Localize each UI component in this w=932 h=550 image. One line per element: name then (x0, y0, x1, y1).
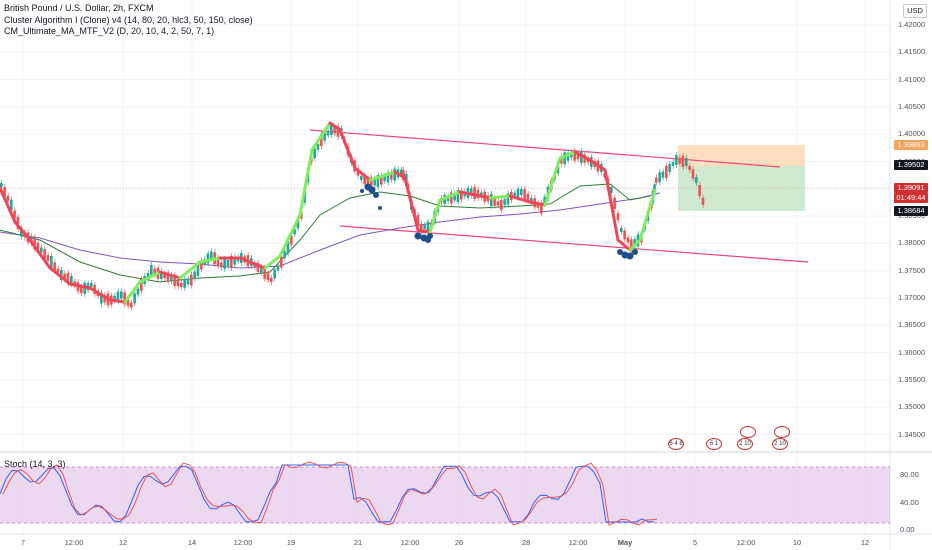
event-icon[interactable]: 2 10 (737, 438, 753, 450)
ma-green-line (0, 183, 651, 283)
stoch-k-line (0, 464, 654, 523)
time-label: 14 (187, 538, 197, 547)
channel-upper-line[interactable] (309, 129, 781, 168)
time-label: 12 (860, 538, 870, 547)
time-label: 19 (286, 538, 296, 547)
entry-price-tag: 1.39502 (894, 160, 928, 170)
time-label: 28 (521, 538, 531, 547)
time-label: 12:00 (64, 538, 84, 547)
indicator-cluster-label[interactable]: Cluster Algorithm I (Clone) v4 (14, 80, … (4, 15, 253, 25)
indicator-ma-label[interactable]: CM_Ultimate_MA_MTF_V2 (D, 20, 10, 4, 2, … (4, 26, 215, 36)
time-label: 26 (454, 538, 464, 547)
time-label: 21 (353, 538, 363, 547)
time-label: 5 (692, 538, 698, 547)
stoch-label-40: 40.00 (900, 498, 919, 507)
price-axis-label: 1.37500 (898, 265, 926, 275)
price-axis-label: 1.36500 (898, 320, 926, 330)
time-label: 12:00 (568, 538, 588, 547)
price-axis-label: 1.41000 (898, 74, 926, 84)
stoch-label-0: 0.00 (900, 525, 915, 534)
event-flag-icon[interactable] (740, 426, 756, 438)
price-axis-label: 1.38000 (898, 238, 926, 248)
price-axis-label: 1.36000 (898, 347, 926, 357)
stoch-label-80: 80.00 (900, 470, 919, 479)
time-label: 12 (118, 538, 128, 547)
price-axis-label: 1.34500 (898, 429, 926, 439)
signal-line-colored (0, 121, 657, 304)
price-axis-label: 1.40000 (898, 129, 926, 139)
time-label: 7 (20, 538, 26, 547)
stoch-band (0, 467, 890, 523)
stoch-legend[interactable]: Stoch (14, 3, 3) (4, 459, 66, 469)
channel-lower-line[interactable] (339, 225, 809, 263)
price-axis-label: 1.42000 (898, 20, 926, 29)
time-label: 12:00 (400, 538, 420, 547)
long-target-zone[interactable] (678, 145, 805, 166)
time-label: 12:00 (736, 538, 756, 547)
price-axis-label: 1.40500 (898, 101, 926, 111)
event-icon[interactable]: 2 10 (772, 438, 788, 450)
event-icon[interactable]: 6 4 8 (668, 438, 684, 450)
chart-grid (0, 0, 890, 534)
currency-button[interactable]: USD (903, 4, 927, 18)
stop-price-tag: 1.38684 (894, 206, 928, 216)
price-axis-label: 1.41500 (898, 47, 926, 57)
ma-purple-line (0, 192, 661, 269)
time-label: 12:00 (233, 538, 253, 547)
stoch-d-line (2, 461, 658, 526)
event-icon[interactable]: 6 1 (706, 438, 722, 450)
current-price-tag: 1.39091 (894, 183, 928, 193)
event-flag-icon[interactable] (774, 426, 790, 438)
bar-countdown-tag: 01:49:44 (894, 193, 928, 203)
target-price-tag: 1.39863 (894, 140, 928, 150)
time-label: 10 (792, 538, 802, 547)
price-axis-label: 1.35000 (898, 402, 926, 412)
long-stop-zone[interactable] (678, 166, 805, 211)
symbol-title[interactable]: British Pound / U.S. Dollar, 2h, FXCM (4, 3, 154, 13)
price-axis-label: 1.35500 (898, 374, 926, 384)
cluster-dots (360, 183, 638, 260)
price-axis-label: 1.37000 (898, 293, 926, 302)
time-label: May (617, 538, 633, 547)
